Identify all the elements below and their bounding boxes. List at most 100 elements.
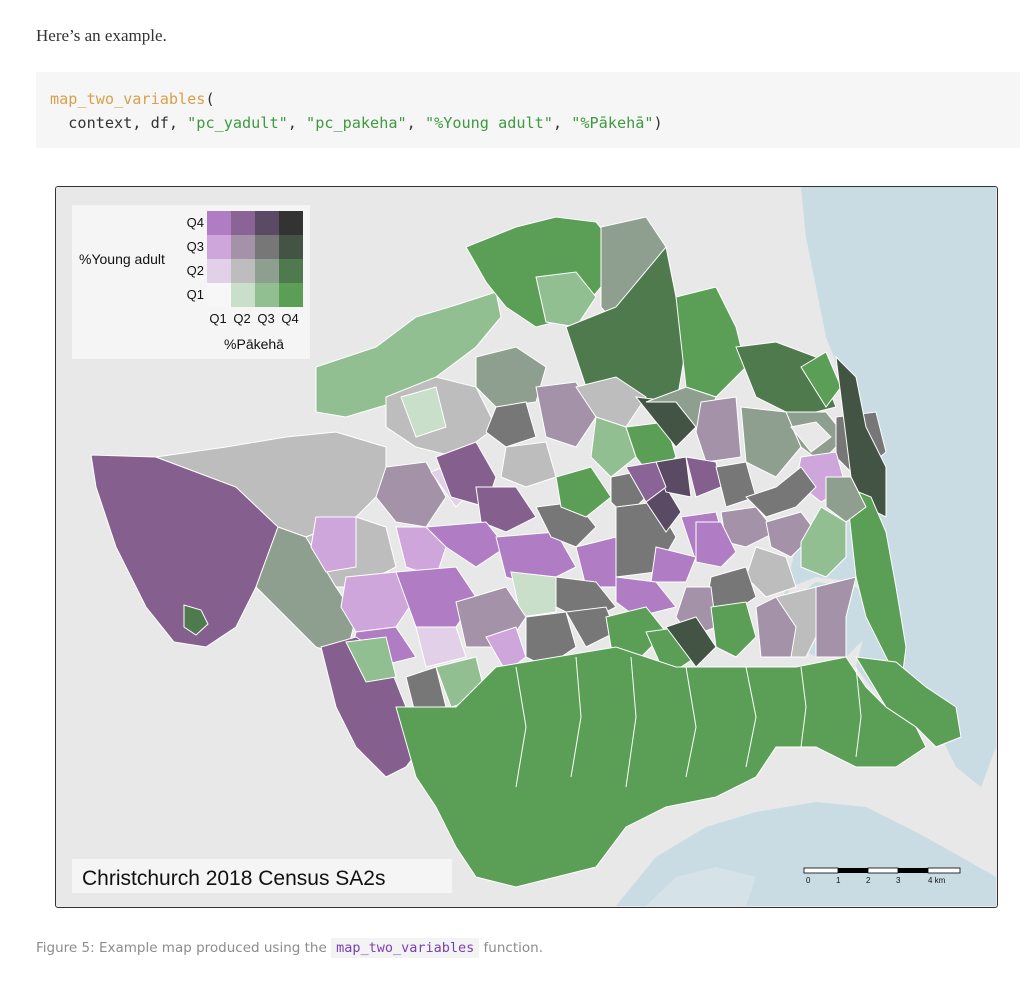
sa2-regions <box>90 216 962 888</box>
legend-col-label: Q1 <box>209 311 226 326</box>
legend-cell <box>207 259 231 283</box>
code-open-paren: ( <box>205 90 215 108</box>
code-sep: , <box>287 114 307 132</box>
map-title: Christchurch 2018 Census SA2s <box>82 867 386 890</box>
code-function-name: map_two_variables <box>50 90 206 108</box>
region <box>695 396 742 463</box>
region <box>535 271 597 328</box>
region <box>183 604 209 636</box>
region <box>475 486 537 533</box>
legend-cell <box>255 211 279 235</box>
caption-code: map_two_variables <box>331 938 480 958</box>
legend-cell <box>231 259 255 283</box>
region <box>315 291 502 418</box>
region <box>800 506 847 578</box>
region <box>395 526 447 578</box>
map-title-box: Christchurch 2018 Census SA2s <box>72 859 452 893</box>
region <box>310 516 357 573</box>
title-background <box>72 859 452 893</box>
legend-cell <box>279 283 303 307</box>
region <box>395 646 927 888</box>
scale-segment <box>867 867 899 874</box>
legend-cell <box>207 211 231 235</box>
scale-label: 1 <box>836 876 841 885</box>
region <box>510 571 557 618</box>
legend-x-title: %Pākehā <box>224 336 284 352</box>
region <box>575 376 647 428</box>
scale-segment <box>927 867 961 874</box>
scale-segment <box>898 868 928 873</box>
legend-cell <box>279 235 303 259</box>
code-sep: , <box>406 114 425 132</box>
legend-cell <box>255 283 279 307</box>
region <box>845 486 907 689</box>
region <box>400 386 447 438</box>
legend-cell <box>279 211 303 235</box>
code-arg-1: "pc_yadult" <box>187 114 288 132</box>
region <box>555 466 612 518</box>
legend-row-label: Q2 <box>187 263 204 278</box>
region <box>535 381 597 448</box>
region <box>485 401 537 448</box>
scale-label: 0 <box>806 876 811 885</box>
region <box>415 626 467 668</box>
legend-cell <box>207 235 231 259</box>
region <box>825 476 867 523</box>
scale-segment <box>838 868 868 873</box>
legend-cell <box>255 235 279 259</box>
code-block: map_two_variables( context, df, "pc_yadu… <box>36 72 1020 148</box>
region <box>755 596 797 658</box>
caption-text: Figure 5: Example map produced using the <box>36 940 332 956</box>
map-canvas: Q4 Q3 Q2 Q1 Q1 Q2 Q3 Q4 %Young adult %Pā… <box>56 187 996 906</box>
scale-bar: 0 1 2 3 4 km <box>803 867 961 885</box>
legend-col-label: Q4 <box>281 311 298 326</box>
sea-water <box>781 187 996 787</box>
code-sep: , <box>552 114 572 132</box>
code-close-paren: ) <box>653 114 663 132</box>
region <box>835 355 887 518</box>
region <box>790 421 832 453</box>
region <box>855 656 962 748</box>
caption-suffix: function. <box>479 940 543 956</box>
region <box>590 416 637 478</box>
region <box>745 466 817 518</box>
region <box>710 601 757 658</box>
legend-cell <box>231 211 255 235</box>
region <box>815 576 857 658</box>
legend-grid <box>207 211 303 307</box>
region <box>695 521 737 568</box>
region <box>475 346 547 408</box>
code-args-prefix: context, df, <box>50 114 188 132</box>
bivariate-legend: Q4 Q3 Q2 Q1 Q1 Q2 Q3 Q4 %Young adult %Pā… <box>72 205 310 359</box>
code-arg-3: "%Young adult" <box>424 114 553 132</box>
legend-cell <box>231 235 255 259</box>
legend-cell <box>231 283 255 307</box>
region <box>424 521 507 568</box>
region <box>615 576 677 618</box>
legend-col-label: Q3 <box>257 311 274 326</box>
legend-cell <box>207 283 231 307</box>
legend-cell <box>279 259 303 283</box>
hill-borders <box>515 656 862 788</box>
code-arg-2: "pc_pakeha" <box>306 114 407 132</box>
legend-y-title: %Young adult <box>79 251 165 267</box>
region <box>345 636 397 683</box>
code-arg-4: "%Pākehā" <box>571 114 654 132</box>
figure-caption: Figure 5: Example map produced using the… <box>36 938 543 958</box>
legend-row-label: Q1 <box>187 287 204 302</box>
map-figure: Q4 Q3 Q2 Q1 Q1 Q2 Q3 Q4 %Young adult %Pā… <box>55 186 998 908</box>
region <box>740 406 802 478</box>
scale-segment <box>803 867 839 874</box>
legend-row-label: Q3 <box>187 239 204 254</box>
intro-text: Here’s an example. <box>36 26 167 45</box>
region <box>500 441 557 488</box>
legend-col-label: Q2 <box>233 311 250 326</box>
region <box>650 546 697 583</box>
region <box>625 461 667 503</box>
legend-row-label: Q4 <box>187 215 204 230</box>
scale-label: 3 <box>896 876 901 885</box>
legend-cell <box>255 259 279 283</box>
harbour-inlet <box>646 867 756 906</box>
scale-label: 4 km <box>928 876 946 885</box>
scale-label: 2 <box>866 876 871 885</box>
